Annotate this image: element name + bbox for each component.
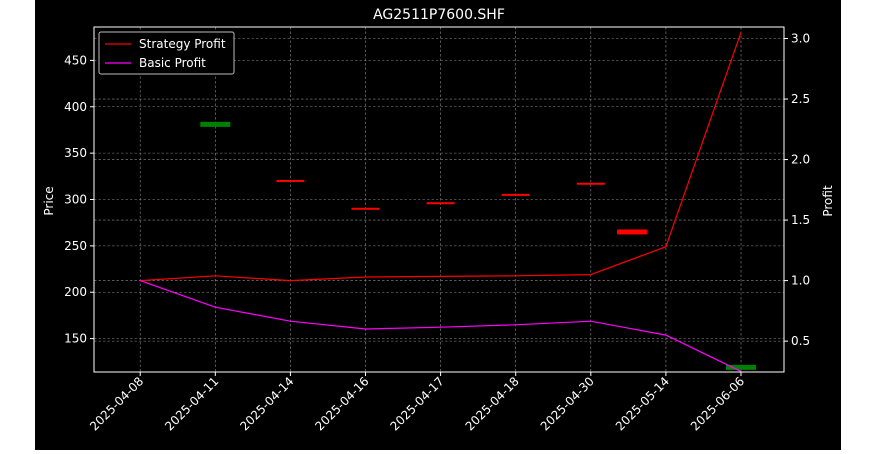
- right-axis: 0.5 1.0 1.5 2.0 2.5 3.0: [784, 32, 810, 348]
- left-tick-label-150: 150: [64, 332, 87, 346]
- right-tick-label-0.5: 0.5: [791, 334, 810, 348]
- price-marker-2025-04-30: [576, 182, 605, 185]
- price-marker-2025-04-17: [426, 202, 455, 205]
- series-lines: [139, 32, 742, 372]
- left-tick-label-450: 450: [64, 53, 87, 67]
- x-tick-label-2025-06-06: 2025-06-06: [688, 374, 747, 433]
- x-tick-label-2025-04-08: 2025-04-08: [87, 374, 146, 433]
- chart-figure: 150 200 250 300 350 400 450 0.5 1.0 1.5 2.0 2.5 3.0…: [35, 0, 841, 450]
- legend-label-strategy: Strategy Profit: [139, 37, 226, 51]
- price-marker-2025-04-11: [200, 121, 231, 127]
- left-tick-label-300: 300: [64, 193, 87, 207]
- right-tick-label-1.0: 1.0: [791, 274, 810, 288]
- series-line-basic-profit: [139, 280, 742, 372]
- right-tick-label-3.0: 3.0: [791, 32, 810, 46]
- left-tick-label-350: 350: [64, 146, 87, 160]
- right-tick-label-1.5: 1.5: [791, 213, 810, 227]
- right-tick-label-2.0: 2.0: [791, 153, 810, 167]
- left-tick-label-400: 400: [64, 100, 87, 114]
- x-tick-label-2025-04-11: 2025-04-11: [162, 374, 221, 433]
- left-tick-label-200: 200: [64, 285, 87, 299]
- series-line-strategy-profit: [140, 32, 742, 282]
- price-marker-2025-04-14: [276, 179, 305, 182]
- price-marker-2025-06-06: [726, 364, 756, 370]
- price-marker-2025-05-14: [617, 229, 648, 235]
- x-tick-label-2025-04-30: 2025-04-30: [538, 374, 597, 433]
- x-axis: 2025-04-08 2025-04-11 2025-04-14 2025-04-16…: [87, 372, 747, 433]
- x-tick-label-2025-04-14: 2025-04-14: [237, 374, 296, 433]
- right-tick-label-2.5: 2.5: [791, 92, 810, 106]
- legend-box: [98, 31, 235, 75]
- right-axis-label: Profit: [821, 185, 835, 217]
- chart-svg: 150 200 250 300 350 400 450 0.5 1.0 1.5 2.0 2.5 3.0…: [42, 7, 835, 433]
- price-marker-2025-04-16: [351, 207, 380, 210]
- left-axis-label: Price: [42, 186, 56, 215]
- left-tick-label-250: 250: [64, 239, 87, 253]
- x-tick-label-2025-04-17: 2025-04-17: [388, 374, 447, 433]
- x-tick-label-2025-04-18: 2025-04-18: [463, 374, 522, 433]
- legend: Strategy Profit Basic Profit: [98, 31, 235, 75]
- price-markers: [200, 121, 756, 370]
- left-axis: 150 200 250 300 350 400 450: [64, 53, 94, 346]
- x-tick-label-2025-04-16: 2025-04-16: [312, 374, 371, 433]
- grid-lines: [94, 27, 784, 372]
- chart-title: AG2511P7600.SHF: [373, 7, 505, 23]
- legend-label-basic: Basic Profit: [139, 56, 206, 70]
- x-tick-label-2025-05-14: 2025-05-14: [613, 374, 672, 433]
- price-marker-2025-04-18: [501, 193, 530, 196]
